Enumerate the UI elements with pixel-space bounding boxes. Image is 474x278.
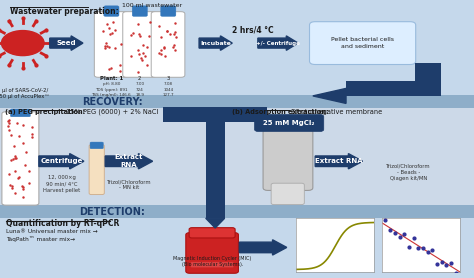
Point — [382, 218, 389, 222]
Text: Plant: 1: Plant: 1 — [100, 76, 123, 81]
Point — [443, 262, 450, 267]
Text: Incubate: Incubate — [200, 41, 231, 46]
FancyArrow shape — [239, 240, 287, 255]
Bar — [0, 95, 474, 108]
FancyBboxPatch shape — [310, 22, 416, 64]
Text: TDS (ppm): 891: TDS (ppm): 891 — [95, 88, 128, 91]
Text: Magnetic Induction Cycler (MIC)
(Bio molecular Systems).: Magnetic Induction Cycler (MIC) (Bio mol… — [173, 256, 252, 267]
Point — [401, 232, 408, 237]
FancyArrow shape — [315, 153, 363, 169]
Text: Extract RNA: Extract RNA — [315, 158, 363, 164]
Bar — [163, 107, 267, 122]
Text: 3: 3 — [167, 76, 170, 81]
Text: RECOVERY:: RECOVERY: — [82, 97, 143, 107]
FancyBboxPatch shape — [2, 112, 39, 205]
Text: Electronegative membrane: Electronegative membrane — [289, 109, 383, 115]
Point — [447, 261, 455, 265]
Bar — [206, 108, 225, 218]
FancyBboxPatch shape — [90, 142, 103, 149]
Text: (b) Adsorption extraction:: (b) Adsorption extraction: — [232, 109, 329, 115]
Point — [386, 228, 394, 232]
FancyBboxPatch shape — [94, 12, 128, 77]
Text: Seed: Seed — [56, 40, 76, 46]
Text: Centrifuge: Centrifuge — [40, 158, 83, 164]
FancyBboxPatch shape — [191, 262, 234, 268]
Text: 15% PEG (6000) + 2% NaCl: 15% PEG (6000) + 2% NaCl — [64, 109, 158, 115]
FancyArrow shape — [39, 153, 84, 169]
Text: Pellet bacterial cells
and sediment: Pellet bacterial cells and sediment — [331, 38, 394, 49]
FancyBboxPatch shape — [10, 109, 30, 117]
Point — [396, 235, 403, 239]
Text: 18.9: 18.9 — [136, 93, 144, 97]
FancyBboxPatch shape — [186, 233, 238, 273]
Text: pH: 8.80: pH: 8.80 — [103, 82, 120, 86]
Text: (a) PEG precipitation:: (a) PEG precipitation: — [5, 109, 85, 115]
Text: DETECTION:: DETECTION: — [80, 207, 145, 217]
Point — [452, 270, 460, 275]
Text: 2 hrs/4 °C: 2 hrs/4 °C — [232, 26, 274, 34]
Text: 5 µl of SARS-CoV-2/
150 µl of AccuPlex™: 5 µl of SARS-CoV-2/ 150 µl of AccuPlex™ — [0, 88, 50, 99]
FancyBboxPatch shape — [151, 12, 185, 77]
FancyArrow shape — [50, 36, 83, 50]
Text: Luna® Universal master mix →
TaqPath™ master mix→: Luna® Universal master mix → TaqPath™ ma… — [6, 229, 97, 242]
FancyBboxPatch shape — [161, 6, 176, 16]
Text: 12, 000×g
90 min/ 4°C
Harvest pellet: 12, 000×g 90 min/ 4°C Harvest pellet — [43, 175, 80, 193]
Point — [405, 244, 413, 249]
Text: 100 ml wastewater: 100 ml wastewater — [122, 3, 182, 8]
Bar — [415, 63, 441, 96]
Point — [438, 259, 446, 264]
Point — [415, 246, 422, 250]
Text: Trizol/Chloroform
- MN kit: Trizol/Chloroform - MN kit — [107, 179, 151, 190]
Point — [419, 245, 427, 250]
FancyBboxPatch shape — [123, 12, 156, 77]
Bar — [346, 81, 415, 96]
Text: Trizol/Chloroform
- Beads -
Qiagen kit/MN: Trizol/Chloroform - Beads - Qiagen kit/M… — [386, 164, 431, 181]
FancyArrow shape — [199, 36, 232, 50]
FancyBboxPatch shape — [263, 129, 313, 190]
Text: TSS (mg/ml): 146.6: TSS (mg/ml): 146.6 — [91, 93, 131, 97]
FancyBboxPatch shape — [89, 145, 104, 195]
Point — [391, 230, 399, 235]
Bar — [0, 108, 474, 206]
FancyArrow shape — [258, 36, 298, 50]
Text: Extract
RNA: Extract RNA — [115, 155, 143, 168]
Polygon shape — [313, 88, 346, 103]
Bar — [0, 218, 474, 278]
Circle shape — [1, 31, 44, 56]
FancyBboxPatch shape — [104, 6, 119, 16]
Text: 1044: 1044 — [163, 88, 173, 91]
Text: 7.08: 7.08 — [164, 82, 173, 86]
Text: 127.7: 127.7 — [163, 93, 174, 97]
Point — [428, 248, 436, 252]
Point — [433, 262, 441, 266]
Bar — [0, 205, 474, 218]
Polygon shape — [206, 218, 225, 228]
Point — [424, 250, 431, 255]
FancyBboxPatch shape — [271, 183, 304, 205]
Point — [410, 235, 418, 240]
Text: 724: 724 — [136, 88, 144, 91]
FancyBboxPatch shape — [132, 6, 147, 16]
FancyBboxPatch shape — [189, 228, 235, 238]
FancyArrow shape — [105, 153, 153, 169]
Text: Quantification by RT-qPCR: Quantification by RT-qPCR — [6, 219, 119, 228]
Text: 25 mM MgCl₂: 25 mM MgCl₂ — [264, 120, 315, 126]
Text: 2: 2 — [138, 76, 142, 81]
Text: +/- Centrifuge: +/- Centrifuge — [256, 41, 300, 46]
Text: Wastewater preparation:: Wastewater preparation: — [10, 7, 119, 16]
Text: 7.00: 7.00 — [135, 82, 145, 86]
FancyBboxPatch shape — [255, 115, 324, 131]
Bar — [0, 0, 474, 96]
